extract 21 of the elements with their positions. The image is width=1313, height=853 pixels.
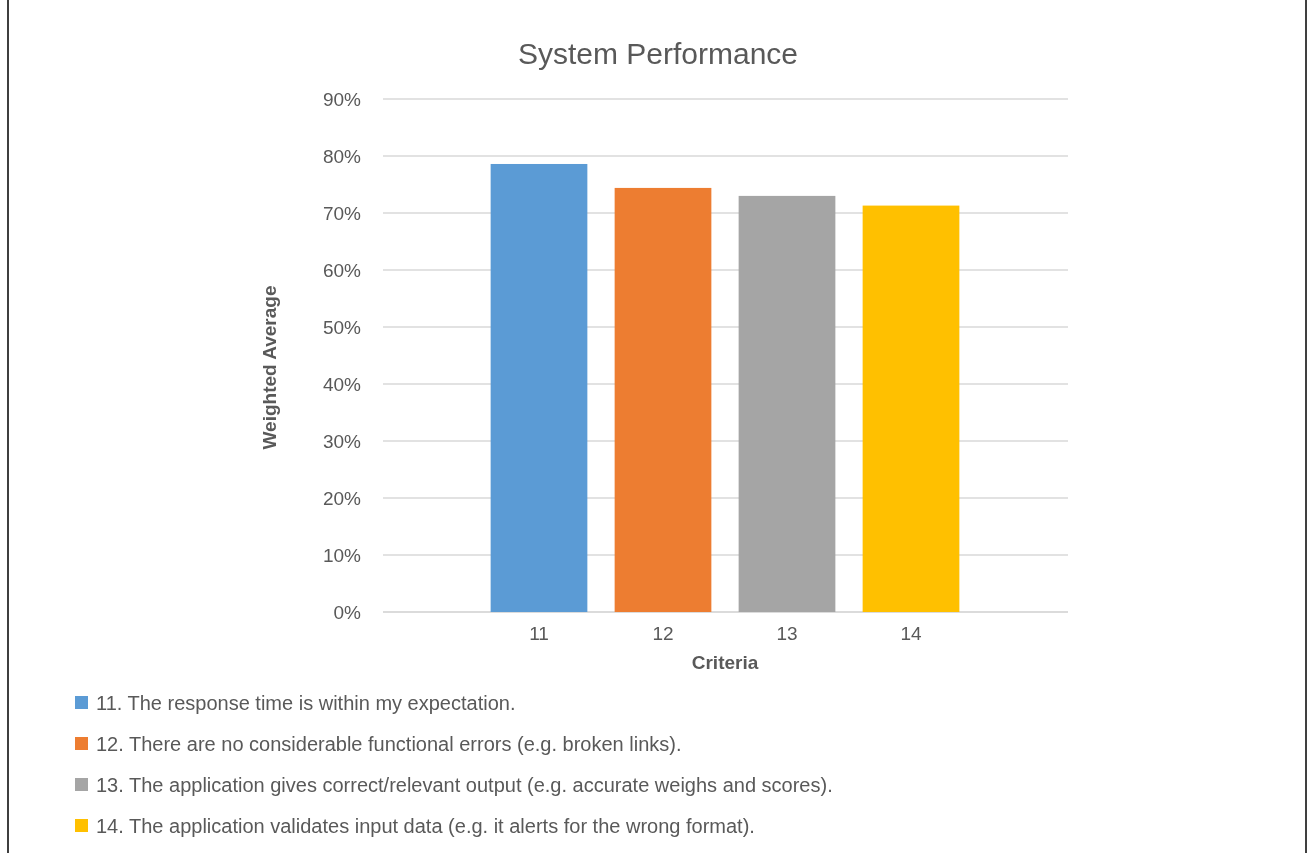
y-tick-label: 90%	[322, 89, 362, 110]
y-tick-label: 10%	[322, 545, 362, 566]
legend-label: 12. There are no considerable functional errors (e.g. broken links).	[96, 733, 682, 755]
y-tick-label: 30%	[322, 431, 362, 452]
x-tick-label: 12	[652, 623, 674, 644]
y-axis-title: Weighted Average	[259, 285, 280, 450]
x-tick-label: 11	[529, 623, 549, 644]
y-tick-label: 60%	[322, 260, 362, 281]
y-tick-label: 40%	[322, 374, 362, 395]
y-tick-label: 80%	[322, 146, 362, 167]
y-tick-label: 0%	[333, 602, 362, 623]
y-tick-label: 70%	[322, 203, 362, 224]
x-tick-label: 14	[900, 623, 922, 644]
chart-title: System Performance	[517, 37, 799, 70]
y-tick-label: 20%	[322, 488, 362, 509]
x-axis-title: Criteria	[691, 652, 759, 673]
y-tick-label: 50%	[322, 317, 362, 338]
legend-label: 11. The response time is within my expectation.	[96, 692, 516, 714]
x-tick-label: 13	[776, 623, 798, 644]
legend-label: 13. The application gives correct/relevant output (e.g. accurate weighs and scores).	[96, 774, 833, 796]
legend-label: 14. The application validates input data (e.g. it alerts for the wrong format).	[96, 815, 755, 837]
